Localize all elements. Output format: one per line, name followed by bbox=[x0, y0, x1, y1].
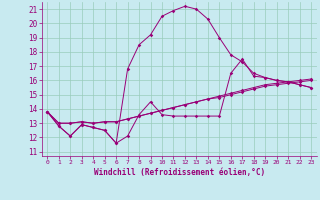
X-axis label: Windchill (Refroidissement éolien,°C): Windchill (Refroidissement éolien,°C) bbox=[94, 168, 265, 177]
